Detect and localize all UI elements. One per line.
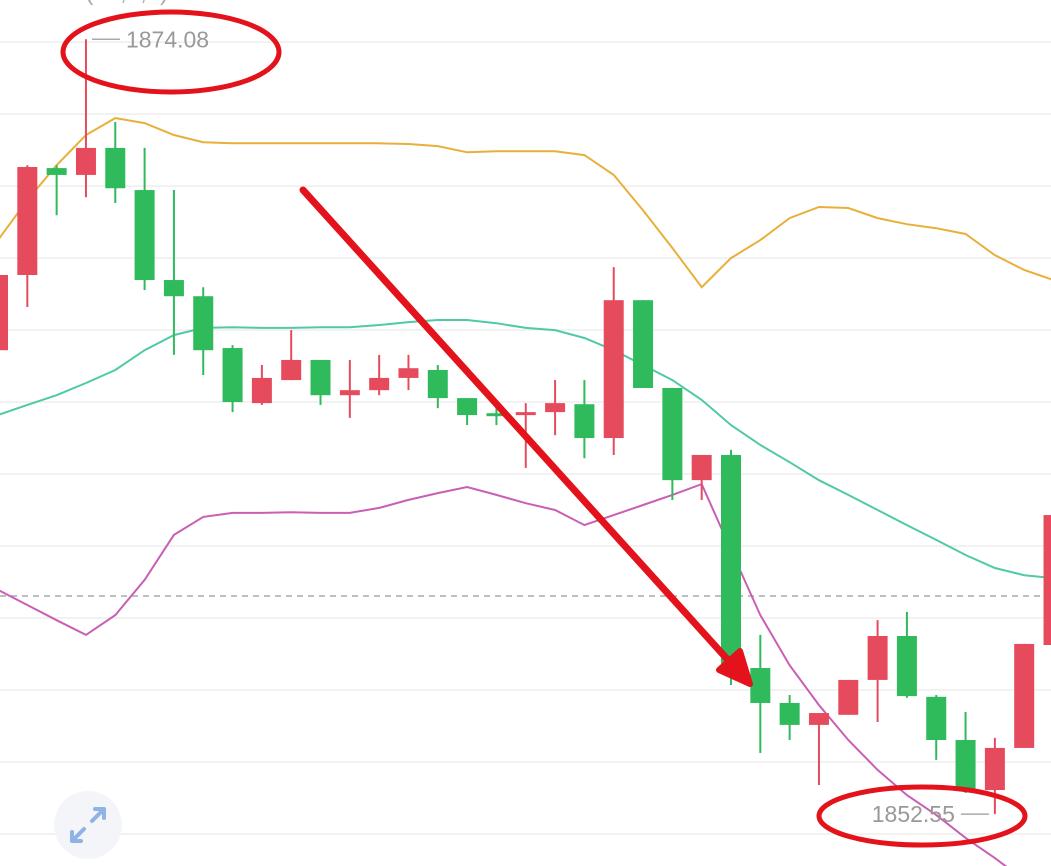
- candle-body: [398, 368, 419, 378]
- legend-text: BOLL(20,2,0) MID:1865.92 UP:1883.92 LOW:185…: [24, 0, 610, 6]
- candle-body: [134, 190, 155, 281]
- highlight-ellipse: [816, 784, 1028, 848]
- candle-body: [339, 390, 360, 396]
- legend: BOLL(20,2,0) MID:1865.92 UP:1883.92 LOW:185…: [24, 0, 610, 6]
- candle-body: [545, 403, 566, 413]
- legend-entry: MID:1865.92: [178, 0, 315, 6]
- candle-body: [105, 147, 126, 189]
- candle-body: [369, 377, 390, 391]
- candle-body: [193, 296, 214, 351]
- candle-body: [633, 300, 654, 389]
- candle-body: [867, 636, 888, 680]
- boll-line: [0, 482, 1008, 866]
- candle-body: [281, 359, 302, 381]
- candle-body: [926, 696, 947, 741]
- candle-body: [838, 679, 859, 715]
- highlight-ellipse: [60, 9, 282, 95]
- boll-line: [0, 117, 1051, 289]
- min-price-label: 1852.55: [872, 801, 955, 827]
- candle-body: [1043, 515, 1051, 646]
- trend-arrow-head: [716, 648, 753, 687]
- candle-body: [251, 377, 272, 404]
- indicator-lines: [0, 117, 1051, 866]
- expand-icon: [70, 807, 106, 843]
- legend-entry: LOW:1850.00: [462, 0, 610, 6]
- candle-body: [574, 404, 595, 439]
- candle-body: [310, 359, 331, 396]
- candle-body: [603, 300, 624, 439]
- legend-entry: UP:1883.92: [326, 0, 453, 6]
- candle-body: [75, 147, 96, 175]
- legend-entry: BOLL(20,2,0): [24, 0, 168, 6]
- price-labels: 1874.08 1852.55: [91, 26, 989, 827]
- candle-body: [163, 280, 184, 297]
- expand-button-bg: [54, 791, 122, 859]
- expand-button[interactable]: [54, 791, 122, 859]
- candle-body: [808, 713, 829, 725]
- candle-body: [896, 636, 917, 697]
- candle-body: [1014, 643, 1035, 748]
- grid: [0, 41, 1051, 835]
- candle-body: [779, 702, 800, 725]
- candle-body: [486, 413, 507, 417]
- candle-body: [46, 168, 67, 175]
- candle-body: [984, 747, 1005, 791]
- candle-body: [721, 454, 741, 669]
- candle-body: [457, 398, 478, 416]
- candle-body: [427, 370, 448, 399]
- candle-body: [0, 274, 8, 351]
- candle-body: [222, 348, 243, 403]
- candle-body: [17, 167, 38, 275]
- candle-body: [515, 412, 536, 416]
- candles: [0, 39, 1051, 815]
- trend-arrow: [299, 186, 732, 664]
- candle-body: [662, 388, 683, 481]
- candle-body: [750, 668, 771, 703]
- candle-body: [691, 454, 712, 481]
- max-price-label: 1874.08: [126, 26, 209, 52]
- candle-body: [955, 740, 976, 791]
